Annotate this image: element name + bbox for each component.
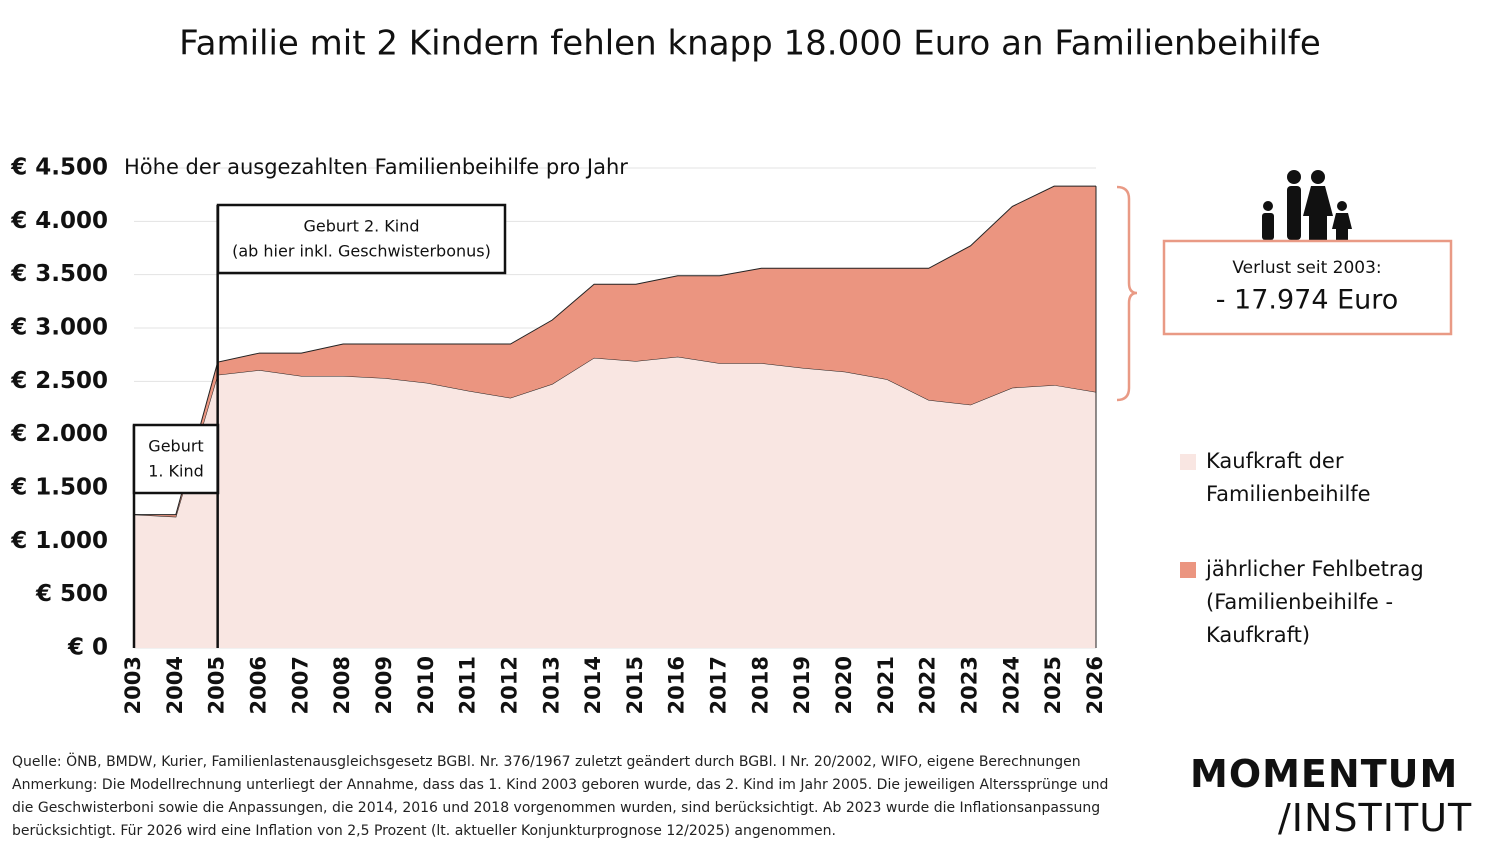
y-tick-label: € 4.000 — [10, 208, 108, 234]
y-tick-label: € 1.000 — [10, 528, 108, 554]
x-tick-label: 2023 — [958, 656, 982, 714]
logo-line: /INSTITUT — [1278, 796, 1473, 840]
callout-value: - 17.974 Euro — [1216, 285, 1399, 316]
area — [134, 186, 1096, 517]
x-tick-label: 2012 — [497, 656, 521, 714]
area — [134, 356, 1096, 648]
x-tick-label: 2018 — [748, 656, 772, 714]
y-tick-label: € 3.500 — [10, 261, 108, 287]
x-tick-label: 2013 — [539, 656, 563, 714]
legend-label: jährlicher Fehlbetrag (Familienbeihilfe … — [1206, 557, 1424, 647]
bracket — [1116, 185, 1138, 402]
chart-title: Familie mit 2 Kindern fehlen knapp 18.00… — [179, 24, 1321, 64]
y-tick-label: € 4.500 — [10, 155, 108, 181]
legend-label: Kaufkraft der Familienbeihilfe — [1206, 449, 1371, 506]
x-tick-label: 2009 — [372, 656, 396, 714]
area-line — [134, 185, 1096, 516]
annotation-box — [216, 203, 507, 275]
y-tick-label: € 1.500 — [10, 475, 108, 501]
x-tick-label: 2026 — [1083, 656, 1107, 714]
x-tick-label: 2021 — [874, 656, 898, 714]
y-tick-label: € 2.000 — [10, 421, 108, 447]
annotation-box — [132, 423, 220, 495]
footnote: Quelle: ÖNB, BMDW, Kurier, Familienlaste… — [12, 751, 1122, 843]
legend-item: jährlicher Fehlbetrag (Familienbeihilfe … — [1180, 553, 1450, 652]
x-tick-label: 2014 — [581, 656, 605, 714]
y-tick-label: € 0 — [67, 635, 108, 661]
x-tick-label: 2007 — [288, 656, 312, 714]
y-tick-label: € 2.500 — [10, 368, 108, 394]
logo: MOMENTUM /INSTITUT — [1190, 752, 1472, 840]
x-tick-label: 2015 — [623, 656, 647, 714]
x-tick-label: 2016 — [665, 656, 689, 714]
annotation-text: Geburt 2. Kind — [303, 217, 419, 236]
chart-subtitle: Höhe der ausgezahlten Familienbeihilfe p… — [124, 155, 628, 179]
legend-swatch — [1180, 454, 1196, 470]
family-icon — [1262, 170, 1352, 240]
callout-label: Verlust seit 2003: — [1232, 258, 1381, 278]
x-tick-label: 2024 — [999, 656, 1023, 714]
callout-box — [1162, 239, 1453, 336]
x-tick-label: 2011 — [456, 656, 480, 714]
y-tick-label: € 3.000 — [10, 315, 108, 341]
annotation-text: Geburt — [148, 437, 203, 456]
x-tick-label: 2006 — [246, 656, 270, 714]
x-tick-label: 2003 — [121, 656, 145, 714]
x-tick-label: 2008 — [330, 656, 354, 714]
x-tick-label: 2010 — [414, 656, 438, 714]
x-tick-label: 2020 — [832, 656, 856, 714]
y-tick-label: € 500 — [35, 581, 108, 607]
legend-item: Kaufkraft der Familienbeihilfe — [1180, 445, 1450, 511]
x-tick-label: 2025 — [1041, 656, 1065, 714]
x-tick-label: 2017 — [707, 656, 731, 714]
note: Anmerkung: Die Modellrechnung unterliegt… — [12, 777, 1109, 839]
x-tick-label: 2004 — [163, 656, 187, 714]
legend-swatch — [1180, 562, 1196, 578]
source: Quelle: ÖNB, BMDW, Kurier, Familienlaste… — [12, 754, 1081, 770]
x-tick-label: 2019 — [790, 656, 814, 714]
annotation-text: 1. Kind — [148, 462, 204, 481]
logo-line: MOMENTUM — [1190, 752, 1459, 796]
x-tick-label: 2005 — [205, 656, 229, 714]
annotation-text: (ab hier inkl. Geschwisterbonus) — [232, 242, 491, 261]
x-tick-label: 2022 — [916, 656, 940, 714]
